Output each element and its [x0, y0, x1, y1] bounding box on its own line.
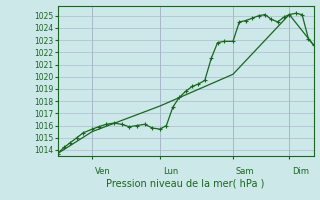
Text: Dim: Dim	[292, 167, 309, 176]
Text: Ven: Ven	[95, 167, 111, 176]
X-axis label: Pression niveau de la mer( hPa ): Pression niveau de la mer( hPa )	[107, 178, 265, 188]
Text: Lun: Lun	[163, 167, 178, 176]
Text: Sam: Sam	[236, 167, 254, 176]
